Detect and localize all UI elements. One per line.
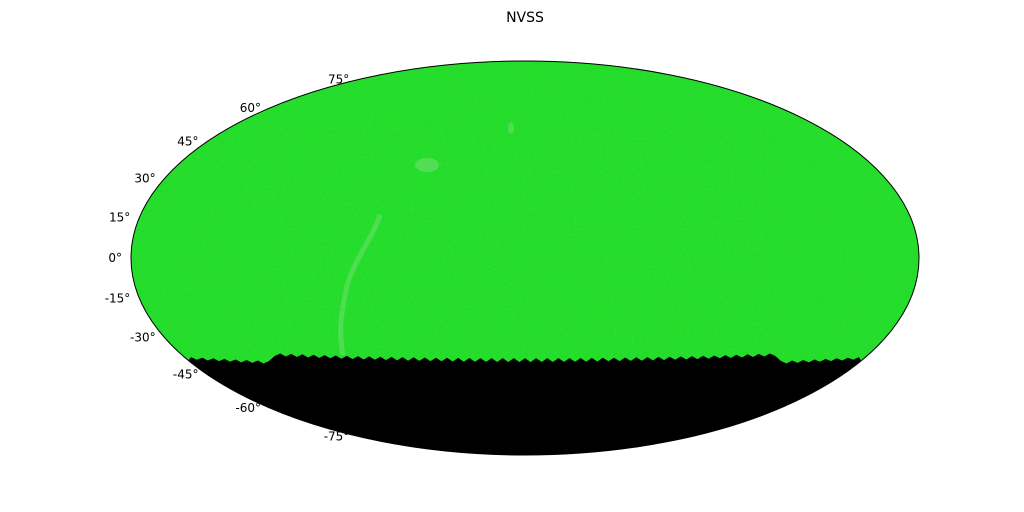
lat-tick-label: -60° [235, 401, 261, 415]
lat-tick-label: 75° [328, 73, 349, 87]
lat-tick-label: 60° [240, 101, 261, 115]
lat-tick-label: 45° [177, 134, 198, 148]
lat-tick-label: 30° [134, 171, 155, 185]
galactic-plane-streak [338, 214, 383, 356]
latitude-tick-labels: 75° 60° 45° 30° 15° 0° -15° -30° -45° -60° -75° [105, 73, 350, 444]
mollweide-map [131, 61, 919, 455]
lat-tick-label: -30° [130, 331, 156, 345]
bright-source-blob [415, 158, 439, 172]
chart-title: NVSS [506, 10, 544, 26]
lat-tick-label: 0° [108, 251, 122, 265]
map-outline [130, 60, 920, 456]
lat-tick-label: -15° [105, 291, 131, 305]
bright-source-small [508, 122, 514, 134]
lat-tick-label: -45° [173, 368, 199, 382]
lat-tick-label: 15° [109, 211, 130, 225]
lat-tick-label: -75° [324, 430, 350, 444]
